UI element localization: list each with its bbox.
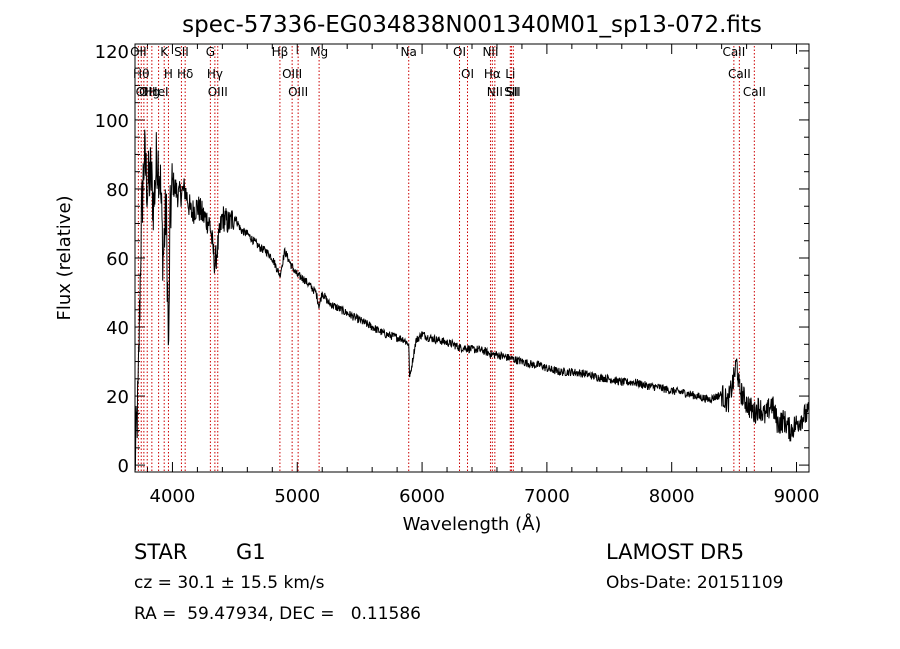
y-tick-label: 40 [106, 318, 129, 339]
x-tick-label: 5000 [274, 486, 320, 507]
object-subclass: G1 [236, 540, 266, 564]
y-axis-label: Flux (relative) [54, 195, 75, 320]
line-marker-label: H [164, 67, 173, 81]
axis-ticks [135, 44, 809, 472]
plot-frame [134, 43, 810, 473]
line-marker-label: OI [453, 45, 466, 59]
line-marker-label: Li [505, 67, 515, 81]
line-marker-label: SII [506, 85, 521, 99]
x-tick-label: 9000 [774, 486, 820, 507]
line-marker-label: K [160, 45, 169, 59]
line-marker-label: Hδ [177, 67, 193, 81]
spectral-line-markers [137, 46, 755, 472]
x-axis-label: Wavelength (Å) [403, 513, 542, 535]
line-marker-label: OIII [208, 85, 228, 99]
spectral-line-labels: OIIHθOIIOIIHgHeIKHSIIHδGHγOIIIHβOIIIOIII… [130, 45, 766, 99]
survey-name: LAMOST DR5 [606, 540, 745, 564]
line-marker-label: NII [487, 85, 503, 99]
y-tick-label: 60 [106, 249, 129, 270]
y-tick-label: 0 [118, 456, 129, 477]
tick-labels: 4000 5000 6000 7000 8000 9000 0 20 40 60 80 100 120 [95, 42, 820, 507]
line-marker-label: OI [461, 67, 474, 81]
y-tick-label: 100 [95, 111, 129, 132]
y-tick-label: 20 [106, 387, 129, 408]
line-marker-label: SII [504, 85, 519, 99]
line-marker-label: OII [136, 85, 153, 99]
line-marker-label: CaII [728, 67, 751, 81]
line-marker-label: OIII [288, 85, 308, 99]
chart-title: spec-57336-EG034838N001340M01_sp13-072.f… [182, 12, 762, 38]
line-marker-label: OII [139, 85, 156, 99]
line-marker-label: Mg [310, 45, 328, 59]
line-marker-label: Hg [144, 85, 161, 99]
observation-date: Obs-Date: 20151109 [606, 573, 784, 593]
x-tick-label: 8000 [649, 486, 695, 507]
y-tick-label: 120 [95, 42, 129, 63]
x-tick-label: 7000 [524, 486, 570, 507]
x-tick-label: 6000 [399, 486, 445, 507]
line-marker-label: OII [130, 45, 147, 59]
line-marker-label: G [206, 45, 215, 59]
x-tick-label: 4000 [150, 486, 196, 507]
redshift-readout: cz = 30.1 ± 15.5 km/s [134, 573, 325, 593]
spectrum-line [134, 129, 810, 471]
line-marker-label: Na [401, 45, 417, 59]
y-tick-label: 80 [106, 180, 129, 201]
line-marker-label: HeI [149, 85, 169, 99]
line-marker-label: Hγ [207, 67, 223, 81]
line-marker-label: SII [174, 45, 189, 59]
line-marker-label: Hβ [272, 45, 289, 59]
object-class: STAR [134, 540, 188, 564]
line-marker-label: CaII [722, 45, 745, 59]
line-marker-label: NII [482, 45, 498, 59]
line-marker-label: OIII [282, 67, 302, 81]
coordinates-readout: RA = 59.47934, DEC = 0.11586 [134, 604, 421, 624]
line-marker-label: CaII [743, 85, 766, 99]
line-marker-label: Hθ [133, 67, 149, 81]
line-marker-label: Hα [484, 67, 501, 81]
